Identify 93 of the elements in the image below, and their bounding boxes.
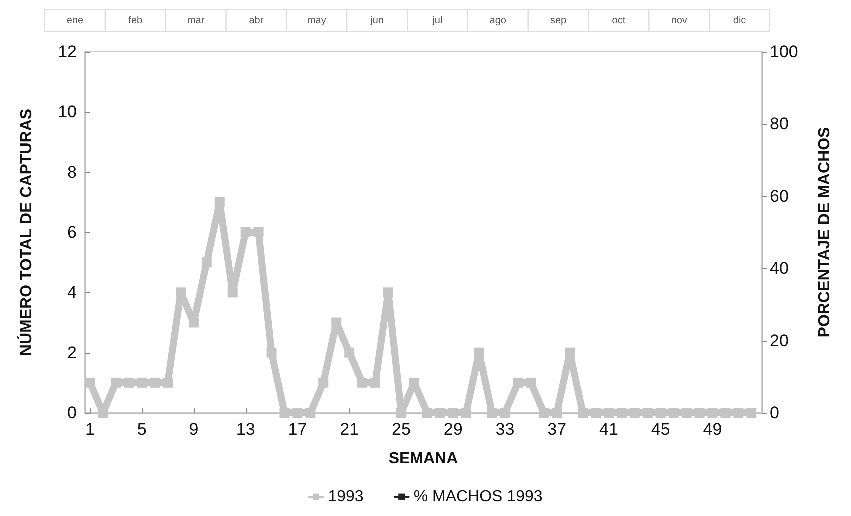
point — [708, 408, 718, 418]
text: nov — [671, 16, 688, 26]
point — [500, 408, 510, 418]
x-tick-label: 13 — [236, 420, 256, 439]
text: sep — [550, 16, 568, 26]
y-tick-label: 2 — [68, 343, 77, 362]
x-tick-label: 1 — [85, 420, 95, 439]
x-tick-label: 33 — [496, 420, 515, 439]
point — [435, 408, 446, 418]
legend-label: 1993 — [328, 488, 364, 506]
text: oct — [612, 16, 626, 26]
point — [720, 408, 731, 418]
x-tick-label: 45 — [651, 420, 670, 439]
point — [318, 378, 329, 388]
point — [332, 318, 342, 328]
y2-tick-label: 100 — [770, 42, 798, 62]
point — [370, 378, 381, 388]
point — [306, 408, 316, 418]
point — [214, 197, 225, 208]
x-tick-label: 37 — [548, 420, 567, 439]
point — [85, 378, 96, 388]
point — [604, 408, 614, 418]
x-tick-label: 41 — [600, 420, 618, 439]
point — [150, 378, 160, 388]
point — [616, 408, 627, 418]
point — [668, 408, 679, 418]
point — [396, 408, 406, 418]
point — [202, 258, 212, 268]
text: ene — [66, 16, 84, 26]
y-tick-label: 8 — [68, 162, 77, 182]
y-tick-label: 6 — [68, 223, 77, 242]
legend-label: % MACHOS 1993 — [414, 488, 543, 506]
x-tick-label: 29 — [444, 420, 463, 439]
point — [656, 408, 666, 418]
point — [228, 288, 238, 298]
point — [358, 378, 368, 388]
point — [630, 408, 640, 418]
point — [565, 348, 576, 358]
point — [682, 408, 692, 418]
x-tick-label: 9 — [189, 420, 199, 439]
point — [526, 378, 536, 388]
point — [590, 408, 601, 418]
text: dic — [733, 16, 746, 26]
y2-axis-title: PORCENTAJE DE MACHOS — [816, 126, 834, 338]
text: feb — [128, 16, 144, 26]
point — [111, 378, 122, 388]
point — [292, 408, 303, 418]
y2-tick-label: 40 — [770, 259, 789, 278]
point — [578, 408, 588, 418]
point — [280, 408, 290, 418]
x-tick-label: 17 — [288, 420, 308, 439]
point — [474, 348, 484, 358]
point — [422, 408, 432, 418]
point — [734, 408, 744, 418]
y2-tick-label: 80 — [770, 114, 789, 134]
text: abr — [249, 16, 264, 26]
point — [642, 408, 653, 418]
point — [240, 228, 251, 238]
point — [694, 408, 705, 418]
point — [124, 378, 134, 388]
y2-tick-label: 20 — [770, 331, 789, 350]
point — [539, 408, 550, 418]
point — [188, 318, 199, 328]
point — [254, 228, 264, 238]
y2-tick-label: 0 — [770, 404, 780, 422]
point — [461, 408, 472, 418]
point — [487, 408, 498, 418]
point — [163, 378, 174, 388]
text: jun — [370, 16, 384, 26]
x-tick-label: 49 — [703, 420, 722, 439]
y2-tick-label: 60 — [770, 186, 789, 206]
point — [383, 288, 394, 298]
x-tick-label: 21 — [340, 420, 360, 439]
point — [448, 408, 458, 418]
text: ago — [490, 16, 507, 26]
point — [266, 348, 277, 358]
point — [746, 408, 757, 418]
point — [344, 348, 355, 358]
x-tick-label: 25 — [392, 420, 411, 439]
x-axis-title: SEMANA — [388, 450, 459, 468]
text: may — [307, 16, 326, 26]
point — [552, 408, 562, 418]
y-tick-label: 10 — [58, 102, 77, 122]
text: mar — [187, 16, 206, 26]
y-axis-title: NÚMERO TOTAL DE CAPTURAS — [16, 108, 36, 356]
x-tick-label: 5 — [137, 420, 147, 439]
point — [513, 378, 524, 388]
text: jul — [432, 16, 443, 26]
point — [137, 378, 148, 388]
y-tick-label: 4 — [68, 283, 77, 302]
point — [176, 288, 186, 298]
y-tick-label: 12 — [58, 42, 77, 62]
y-tick-label: 0 — [68, 404, 77, 422]
